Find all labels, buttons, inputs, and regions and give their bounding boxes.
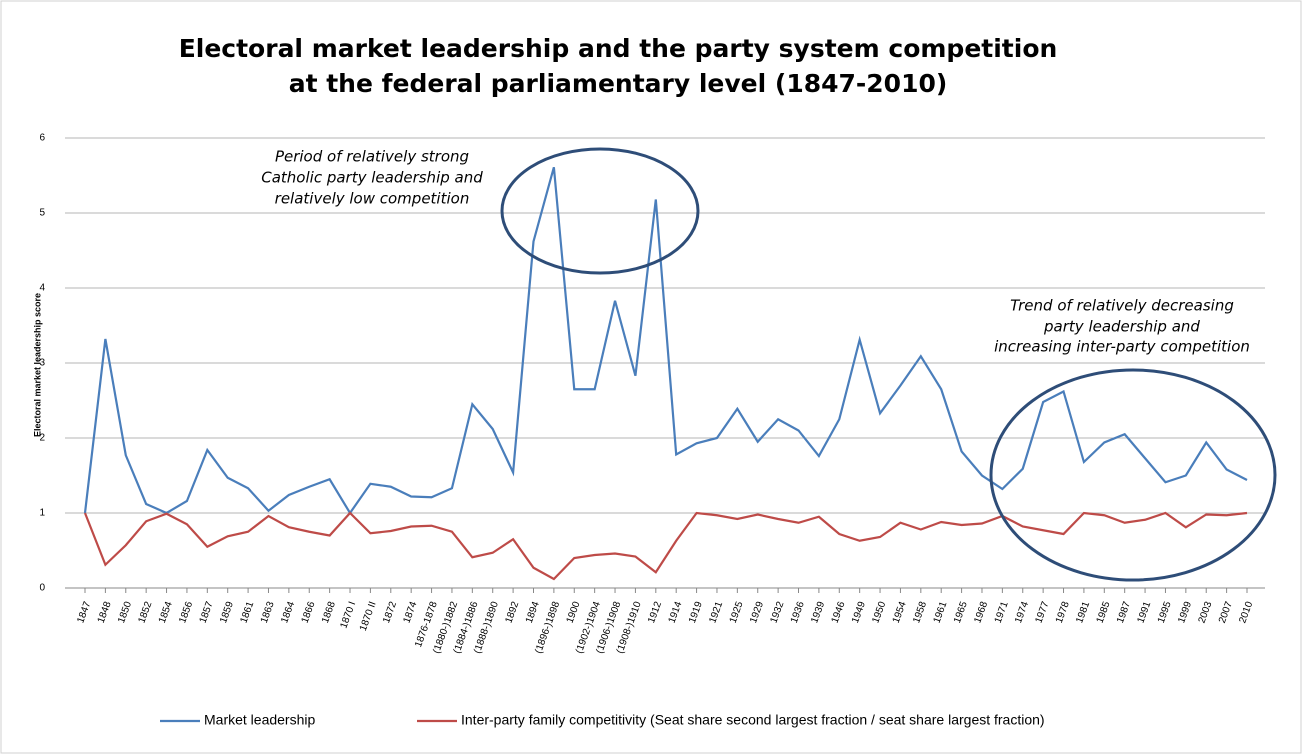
- annotation: Trend of relatively decreasing: [1010, 297, 1234, 315]
- y-tick-label: 6: [39, 133, 45, 144]
- annotation: party leadership and: [1043, 318, 1200, 336]
- chart-title: at the federal parliamentary level (1847…: [289, 69, 948, 98]
- chart-title: Electoral market leadership and the part…: [179, 34, 1058, 63]
- highlight-ellipse: [989, 368, 1277, 582]
- y-tick-label: 4: [39, 283, 45, 294]
- y-tick-label: 5: [39, 208, 45, 219]
- annotation: Catholic party leadership and: [261, 169, 483, 187]
- y-tick-label: 3: [39, 358, 45, 369]
- legend-item: Market leadership: [160, 712, 315, 728]
- annotation: relatively low competition: [275, 190, 470, 208]
- annotation: increasing inter-party competition: [994, 338, 1250, 356]
- legend-label: Inter-party family competitivity (Seat s…: [461, 712, 1045, 728]
- annotation: Period of relatively strong: [275, 148, 469, 166]
- legend-item: Inter-party family competitivity (Seat s…: [417, 712, 1045, 728]
- highlight-ellipse: [500, 147, 700, 275]
- data-line: [83, 166, 1248, 516]
- y-tick-label: 1: [39, 508, 45, 519]
- y-tick-label: 0: [39, 583, 45, 594]
- legend-label: Market leadership: [204, 712, 315, 728]
- y-tick-label: 2: [39, 433, 45, 444]
- data-line: [83, 511, 1248, 581]
- y-axis-label: Electoral market leadership score: [32, 293, 42, 437]
